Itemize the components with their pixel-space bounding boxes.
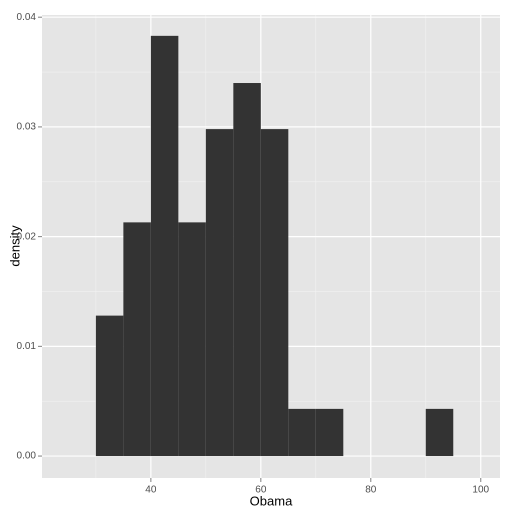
x-tick-label: 40 bbox=[145, 485, 157, 496]
y-tick-label: 0.00 bbox=[17, 451, 37, 462]
bar bbox=[205, 129, 234, 457]
bar bbox=[233, 83, 261, 457]
y-axis-title: density bbox=[7, 225, 22, 267]
x-tick-label: 100 bbox=[472, 485, 489, 496]
bar bbox=[178, 222, 206, 457]
bar bbox=[288, 408, 316, 457]
y-tick-label: 0.04 bbox=[17, 12, 37, 23]
y-tick-label: 0.01 bbox=[17, 341, 37, 352]
x-tick-label: 80 bbox=[365, 485, 377, 496]
bar bbox=[95, 315, 124, 457]
y-tick-label: 0.02 bbox=[17, 231, 37, 242]
x-axis-title: Obama bbox=[250, 493, 293, 508]
bar bbox=[260, 129, 289, 457]
bar bbox=[123, 222, 151, 457]
x-tick-label: 60 bbox=[255, 485, 267, 496]
bar bbox=[425, 408, 454, 457]
bar bbox=[150, 35, 179, 457]
y-tick-label: 0.03 bbox=[17, 122, 37, 133]
bar bbox=[315, 408, 344, 457]
